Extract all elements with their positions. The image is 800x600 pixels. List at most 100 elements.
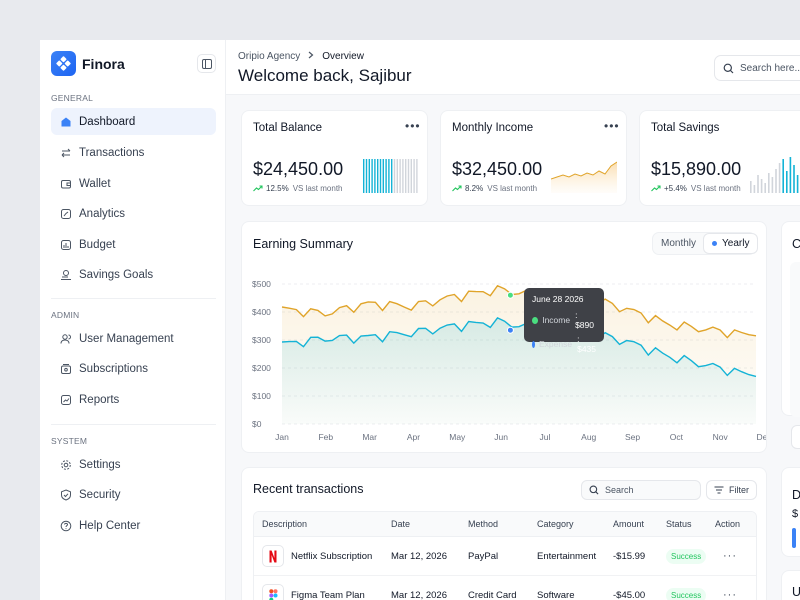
col-category[interactable]: Category (537, 519, 574, 529)
cell-status: Success (666, 548, 715, 564)
sparkline-bar (377, 159, 379, 193)
top-header: Oripio Agency Overview Welcome back, Saj… (226, 40, 800, 95)
transactions-search-placeholder: Search (605, 485, 634, 495)
sparkline-bar (388, 159, 390, 193)
col-status[interactable]: Status (666, 519, 692, 529)
sidebar-item-subscriptions[interactable]: Subscriptions (51, 355, 216, 382)
sidebar-collapse-button[interactable] (197, 54, 216, 73)
sparkline-bar (379, 159, 382, 193)
sidebar-item-label: Dashboard (79, 115, 136, 128)
filter-label: Filter (729, 485, 749, 495)
search-input[interactable]: Search here... (714, 55, 800, 81)
sparkline-bar (413, 159, 415, 193)
row-action-button[interactable]: ··· (715, 589, 755, 600)
savings-sparkline (750, 157, 799, 193)
sidebar-item-wallet[interactable]: Wallet (51, 170, 216, 197)
x-tick-label: Apr (407, 432, 420, 442)
sparkline-bar (760, 179, 763, 193)
users-icon (59, 332, 73, 346)
cell-date: Mar 12, 2026 (391, 589, 447, 600)
col-description[interactable]: Description (262, 519, 308, 529)
table-row[interactable]: Figma Team Plan Mar 12, 2026 Credit Card… (254, 576, 756, 600)
app-window: Finora GENERAL Dashboard Transactions Wa… (40, 40, 800, 600)
sparkline-bar (407, 159, 410, 193)
expense-highlight-point[interactable] (506, 326, 514, 334)
x-tick-label: Sep (625, 432, 640, 442)
status-badge: Success (666, 548, 707, 564)
stat-change-vs: VS last month (690, 184, 741, 193)
table-row[interactable]: Netflix Subscription Mar 12, 2026 PayPal… (254, 537, 756, 576)
cell-status: Success (666, 587, 715, 600)
sidebar-item-label: Settings (79, 458, 121, 471)
x-tick-label: Jul (539, 432, 550, 442)
more-options-button[interactable]: ••• (604, 119, 620, 133)
sidebar-item-savings-goals[interactable]: Savings Goals (51, 261, 216, 288)
sidebar-item-reports[interactable]: Reports (51, 386, 216, 413)
cell-description: Netflix Subscription (254, 545, 391, 567)
sparkline-bar (793, 165, 795, 193)
cell-method: Credit Card (468, 589, 517, 600)
sidebar-item-security[interactable]: Security (51, 481, 216, 508)
trend-up-icon (452, 185, 462, 192)
right-card-panel (790, 262, 800, 417)
trend-up-icon (651, 185, 661, 192)
right-card-3: U (781, 570, 800, 600)
col-amount[interactable]: Amount (613, 519, 645, 529)
sidebar-item-help-center[interactable]: Help Center (51, 512, 216, 539)
gear-icon (59, 458, 73, 472)
more-options-button[interactable]: ••• (405, 119, 421, 133)
stat-change-pct: 8.2% (465, 184, 484, 193)
income-highlight-point[interactable] (506, 291, 514, 299)
chevron-right-icon (308, 51, 314, 62)
y-tick-label: $500 (252, 279, 271, 289)
figma-icon (262, 584, 284, 600)
series-line-expense (281, 317, 757, 378)
sidebar-item-budget[interactable]: Budget (51, 231, 216, 258)
sparkline-bar (782, 159, 784, 193)
filter-button[interactable]: Filter (706, 480, 757, 500)
sidebar: Finora GENERAL Dashboard Transactions Wa… (40, 40, 226, 600)
sparkline-bar (410, 159, 412, 193)
transactions-search-input[interactable]: Search (581, 480, 701, 500)
sparkline-bar (771, 177, 774, 193)
breadcrumb-item[interactable]: Oripio Agency (238, 51, 301, 62)
reports-icon (59, 393, 73, 407)
brand[interactable]: Finora (51, 51, 125, 76)
breadcrumb: Oripio Agency Overview (238, 51, 364, 62)
sidebar-item-label: Security (79, 488, 121, 501)
filter-icon (714, 486, 724, 494)
sidebar-item-transactions[interactable]: Transactions (51, 139, 216, 166)
transactions-title: Recent transactions (253, 482, 364, 496)
sidebar-item-analytics[interactable]: Analytics (51, 200, 216, 227)
sidebar-item-label: Analytics (79, 207, 126, 220)
sidebar-item-user-management[interactable]: User Management (51, 325, 216, 352)
toggle-yearly[interactable]: Yearly (704, 234, 758, 253)
search-icon (589, 485, 599, 495)
row-action-button[interactable]: ··· (715, 550, 755, 562)
transactions-icon (59, 146, 73, 160)
sparkline-bar (382, 159, 384, 193)
description-text: Netflix Subscription (291, 550, 373, 562)
x-tick-label: Jun (494, 432, 508, 442)
sparkline-bar (750, 181, 752, 193)
sidebar-item-settings[interactable]: Settings (51, 451, 216, 478)
col-date[interactable]: Date (391, 519, 411, 529)
right-card-button[interactable] (791, 425, 800, 449)
page-title: Welcome back, Sajibur (238, 66, 412, 85)
tooltip-income-value: : $890 (575, 310, 594, 330)
stat-value: $15,890.00 (651, 159, 742, 179)
sparkline-bar (363, 159, 365, 193)
stat-change: 8.2% VS last month (452, 184, 537, 193)
sidebar-item-dashboard[interactable]: Dashboard (51, 108, 216, 135)
netflix-icon (262, 545, 284, 567)
stat-title: Total Savings (651, 122, 720, 134)
stat-card-total-savings: Total Savings $15,890.00 +5.4% VS last m… (639, 110, 800, 206)
toggle-monthly[interactable]: Monthly (661, 238, 697, 249)
sparkline-bar (789, 157, 792, 193)
col-method[interactable]: Method (468, 519, 499, 529)
description-text: Figma Team Plan (291, 589, 365, 600)
sparkline-bar (416, 159, 418, 193)
stat-title: Monthly Income (452, 122, 534, 134)
budget-icon (59, 238, 73, 252)
sidebar-toggle-icon (201, 58, 212, 69)
